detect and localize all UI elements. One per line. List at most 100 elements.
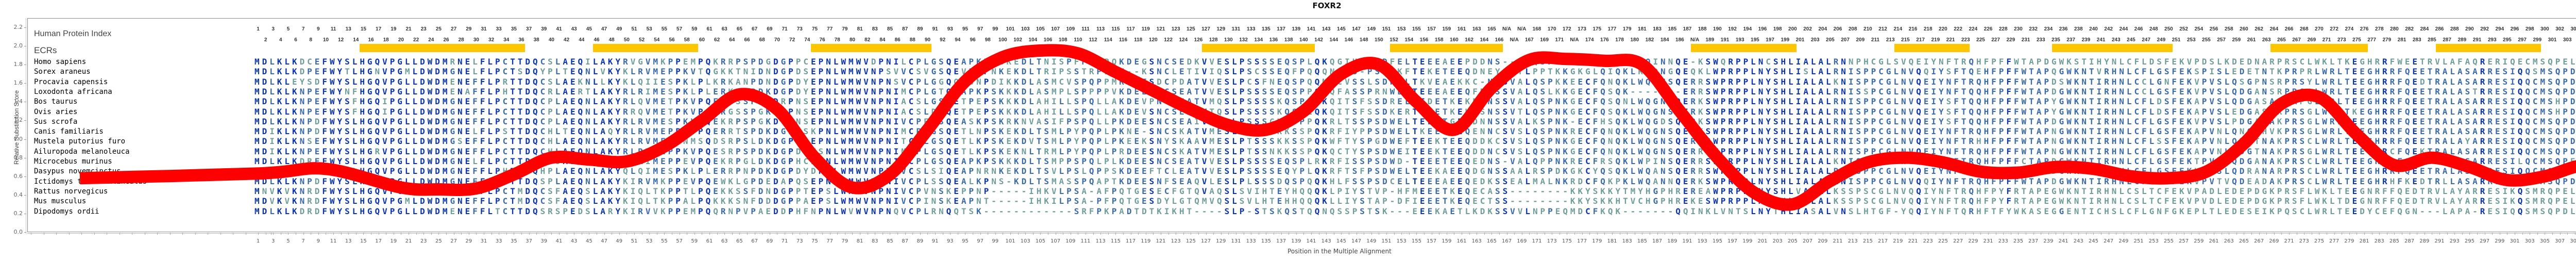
x-tick-mark (2206, 233, 2207, 235)
x-tick-label: 205 (1787, 238, 1798, 244)
protein-index-label: 175 (1592, 26, 1602, 32)
protein-index-label: 70 (774, 37, 780, 43)
x-tick-mark (170, 233, 171, 235)
protein-index-label: 113 (1096, 26, 1105, 32)
protein-index-label: 154 (1404, 37, 1414, 43)
x-tick-mark (1890, 233, 1891, 235)
protein-index-label: 291 (2472, 37, 2482, 43)
protein-index-label: 59 (691, 26, 698, 32)
species-name: Canis familiaris (34, 127, 104, 136)
x-tick-mark (1100, 233, 1101, 235)
protein-index-label: 162 (1465, 37, 1473, 43)
protein-index-label: 227 (1991, 37, 2000, 43)
protein-index-label: N/A (1502, 26, 1512, 32)
x-tick-mark (1988, 233, 1989, 235)
protein-index-label: 65 (736, 26, 742, 32)
x-tick-label: 249 (2119, 238, 2129, 244)
x-tick-label: 197 (1727, 238, 1738, 244)
protein-index-label: 289 (2458, 37, 2467, 43)
protein-index-label: 184 (1660, 37, 1669, 43)
protein-index-label: 174 (1585, 37, 1594, 43)
protein-index-label: 188 (1698, 26, 1707, 32)
protein-index-label: 79 (842, 26, 848, 32)
protein-index-label: 51 (631, 26, 637, 32)
protein-index-label: 105 (1036, 26, 1045, 32)
x-tick-label: 237 (2028, 238, 2039, 244)
alignment-row: MDLKLKNPEFWYNFHGQVPGLLDWDMENAFFLPHTTDQCR… (255, 86, 2576, 96)
protein-index-label: 231 (2021, 37, 2030, 43)
protein-index-label: 73 (796, 26, 803, 32)
x-tick-label: 207 (1803, 238, 1813, 244)
protein-index-label: 9 (317, 26, 320, 32)
y-tick-label: 1.0 (13, 135, 23, 142)
protein-index-label: 19 (391, 26, 397, 32)
x-tick-label: 3 (272, 238, 275, 244)
species-name: Loxodonta africana (34, 87, 112, 96)
protein-index-label: 108 (1058, 37, 1067, 43)
x-tick-mark (1409, 233, 1410, 235)
x-tick-mark (2086, 233, 2087, 235)
protein-index-label: 176 (1600, 37, 1609, 43)
x-tick-mark (2236, 233, 2237, 235)
x-tick-mark (273, 233, 274, 235)
x-tick-label: 51 (631, 238, 638, 244)
x-tick-label: 181 (1607, 238, 1617, 244)
protein-index-label: 214 (1893, 26, 1903, 32)
ecrs-label: ECRs (34, 45, 57, 55)
x-tick-mark (157, 233, 158, 235)
protein-index-label: 260 (2240, 26, 2248, 32)
protein-index-label: 229 (2006, 37, 2015, 43)
protein-index-label: 48 (608, 37, 615, 43)
x-tick-label: 147 (1351, 238, 1362, 244)
x-tick-label: 47 (601, 238, 607, 244)
ecr-region-bar (1390, 44, 1503, 52)
protein-index-label: 60 (699, 37, 705, 43)
y-tick-label: 1.8 (13, 61, 23, 68)
protein-index-label: 295 (2503, 37, 2512, 43)
protein-index-label: 68 (759, 37, 765, 43)
x-tick-label: 95 (962, 238, 969, 244)
protein-index-label: 209 (1856, 37, 1865, 43)
x-tick-mark (2101, 233, 2102, 235)
x-tick-mark (1777, 233, 1778, 235)
protein-index-label: 254 (2194, 26, 2204, 32)
protein-index-label: 14 (353, 37, 359, 43)
chart-title: FOXR2 (1312, 1, 1342, 10)
x-tick-mark (1657, 233, 1658, 235)
ecr-region-bar (1691, 44, 1797, 52)
x-tick-label: 141 (1306, 238, 1316, 244)
x-tick-mark (2537, 233, 2538, 235)
protein-index-label: 77 (827, 26, 833, 32)
x-tick-mark (446, 233, 447, 235)
x-tick-label: 55 (661, 238, 668, 244)
protein-index-label: 93 (947, 26, 953, 32)
x-tick-mark (1973, 233, 1974, 235)
protein-index-label: 204 (1818, 26, 1827, 32)
x-tick-mark (1168, 233, 1169, 235)
protein-index-label: 178 (1615, 37, 1624, 43)
protein-index-label: 25 (435, 26, 442, 32)
species-name: Homo sapiens (34, 58, 87, 66)
x-tick-mark (1228, 233, 1229, 235)
x-tick-mark (604, 233, 605, 235)
x-tick-label: 133 (1246, 238, 1256, 244)
x-tick-mark (1010, 233, 1011, 235)
protein-index-label: 133 (1246, 26, 1256, 32)
protein-index-label: 75 (811, 26, 818, 32)
x-tick-mark (303, 233, 304, 235)
protein-index-label: 53 (646, 26, 652, 32)
x-tick-mark (837, 233, 838, 235)
protein-index-label: 279 (2382, 37, 2392, 43)
protein-index-label: 112 (1089, 37, 1097, 43)
x-tick-mark (69, 233, 70, 235)
protein-index-label: 223 (1961, 37, 1970, 43)
protein-index-label: 82 (865, 37, 871, 43)
protein-index-label: 181 (1638, 26, 1647, 32)
protein-index-label: 256 (2209, 26, 2218, 32)
plot-frame (27, 18, 2576, 232)
protein-index-label: 288 (2450, 26, 2459, 32)
x-tick-label: 101 (1005, 238, 1015, 244)
protein-index-label: 304 (2570, 26, 2576, 32)
x-tick-label: 121 (1156, 238, 1166, 244)
protein-index-label: 167 (1525, 37, 1534, 43)
